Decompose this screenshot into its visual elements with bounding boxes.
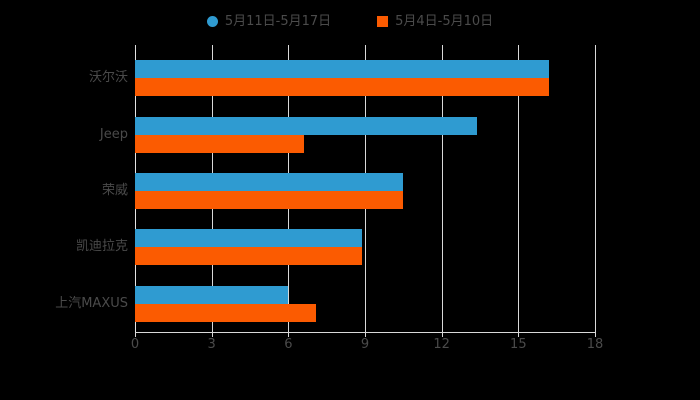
- y-axis-category-label: Jeep: [99, 126, 128, 142]
- top-tick-9: [365, 45, 366, 50]
- y-axis-labels: 沃尔沃 Jeep 荣威凯迪拉克上汽MAXUS: [0, 50, 128, 332]
- bar-0-4[interactable]: [135, 285, 289, 304]
- x-axis-tick-label: 0: [130, 337, 140, 352]
- x-tick-18: [595, 332, 596, 337]
- bar-0-3[interactable]: [135, 229, 363, 248]
- chart-legend: 5月11日-5月17日 5月4日-5月10日: [0, 10, 700, 32]
- bar-0-2[interactable]: [135, 173, 404, 191]
- x-axis-tick-label: 15: [510, 337, 527, 352]
- top-tick-12: [441, 45, 443, 50]
- top-tick-0: [135, 45, 136, 50]
- bar-1-0[interactable]: [135, 78, 549, 97]
- bar-1-4[interactable]: [135, 303, 317, 322]
- legend-circle-marker-icon: [206, 15, 218, 27]
- gridline-18: [595, 50, 596, 332]
- bar-0-1[interactable]: [135, 116, 478, 135]
- plot-area: [135, 45, 596, 332]
- x-tick-12: [441, 332, 443, 337]
- y-axis-category-label: 荣威: [101, 183, 128, 198]
- x-axis-tick-label: 12: [433, 337, 450, 352]
- bar-1-2[interactable]: [135, 191, 404, 209]
- top-tick-6: [288, 45, 290, 50]
- x-tick-15: [518, 332, 520, 337]
- x-tick-0: [135, 332, 136, 337]
- x-tick-6: [288, 332, 290, 337]
- x-axis-tick-label: 18: [586, 337, 604, 352]
- x-axis-tick-label: 3: [207, 337, 216, 352]
- gridline-12: [441, 50, 443, 332]
- x-tick-9: [365, 332, 366, 337]
- bar-1-1[interactable]: [135, 134, 304, 153]
- legend-label-series-0: 5月11日-5月17日: [224, 13, 332, 29]
- legend-item-series-1[interactable]: 5月4日-5月10日: [377, 15, 493, 28]
- top-tick-3: [211, 45, 213, 50]
- legend-item-series-0[interactable]: 5月11日-5月17日: [206, 13, 332, 29]
- bar-0-0[interactable]: [135, 60, 549, 79]
- top-tick-15: [518, 45, 520, 50]
- y-axis-category-label: 沃尔沃: [88, 70, 128, 86]
- x-axis-tick-label: 6: [284, 337, 293, 352]
- x-axis-tick-label: 9: [360, 337, 370, 352]
- bar-1-3[interactable]: [135, 247, 363, 266]
- y-axis-category-label: 凯迪拉克: [75, 239, 128, 255]
- legend-square-marker-icon: [377, 15, 389, 27]
- top-tick-18: [595, 45, 596, 50]
- y-axis-category-label: 上汽MAXUS: [55, 295, 128, 311]
- x-tick-3: [211, 332, 213, 337]
- legend-label-series-1: 5月4日-5月10日: [395, 13, 494, 29]
- gridline-15: [518, 50, 520, 332]
